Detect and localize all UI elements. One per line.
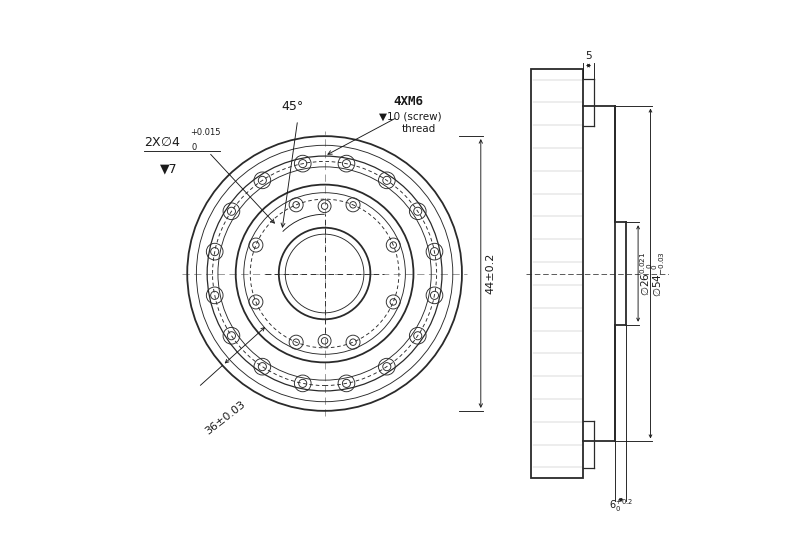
- Text: thread: thread: [402, 124, 436, 134]
- Text: +0.015: +0.015: [190, 128, 221, 137]
- Text: 4XM6: 4XM6: [393, 95, 423, 108]
- Text: $\varnothing$26$^{0.021}_{\ \ 0}$: $\varnothing$26$^{0.021}_{\ \ 0}$: [638, 251, 655, 296]
- Text: 44±0.2: 44±0.2: [486, 253, 495, 294]
- Text: 6$^{+0.2}_{0}$: 6$^{+0.2}_{0}$: [609, 498, 633, 514]
- Text: ▼10 (screw): ▼10 (screw): [379, 112, 442, 122]
- Text: 5: 5: [586, 51, 592, 61]
- Text: 36±0.03: 36±0.03: [203, 399, 247, 436]
- Text: 0: 0: [191, 143, 197, 152]
- Text: 2X$\varnothing$4: 2X$\varnothing$4: [144, 135, 181, 149]
- Text: ▼7: ▼7: [159, 162, 177, 175]
- Text: $\varnothing$54$^{\ \ 0}_{-0.03}$: $\varnothing$54$^{\ \ 0}_{-0.03}$: [650, 251, 667, 296]
- Text: 45°: 45°: [281, 100, 303, 113]
- Bar: [531, 69, 583, 478]
